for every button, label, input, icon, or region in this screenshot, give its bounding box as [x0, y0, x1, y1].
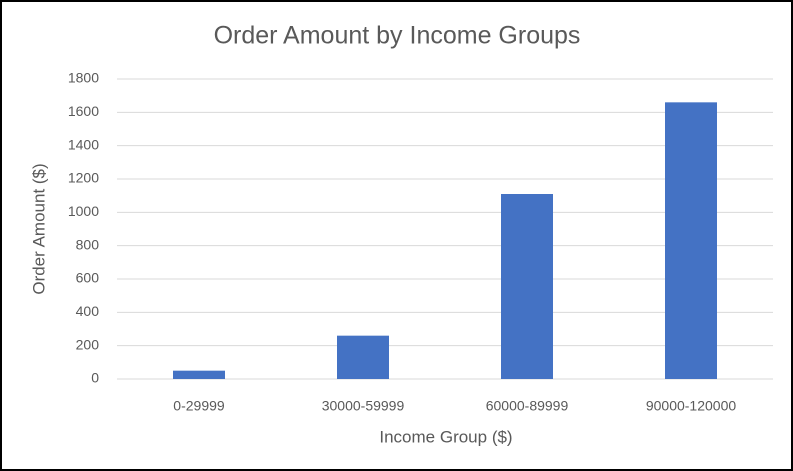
chart-title: Order Amount by Income Groups	[214, 22, 581, 50]
y-tick-label: 600	[76, 270, 100, 286]
x-tick-label: 0-29999	[173, 398, 225, 414]
y-tick-label: 1600	[68, 103, 99, 119]
y-tick-label: 200	[76, 336, 100, 352]
x-axis-title: Income Group ($)	[379, 427, 512, 446]
bar	[337, 335, 389, 379]
y-tick-label: 1400	[68, 136, 99, 152]
x-tick-label: 90000-120000	[646, 398, 737, 414]
x-tick-label: 60000-89999	[486, 398, 569, 414]
bar	[501, 194, 553, 379]
y-axis-title: Order Amount ($)	[29, 163, 48, 294]
y-tick-label: 1200	[68, 170, 99, 186]
y-tick-label: 1800	[68, 70, 99, 86]
bar	[665, 102, 717, 379]
y-tick-label: 800	[76, 236, 100, 252]
y-tick-label: 1000	[68, 203, 99, 219]
y-tick-label: 0	[91, 370, 99, 386]
x-tick-label: 30000-59999	[322, 398, 405, 414]
y-tick-label: 400	[76, 303, 100, 319]
bar	[173, 370, 225, 379]
